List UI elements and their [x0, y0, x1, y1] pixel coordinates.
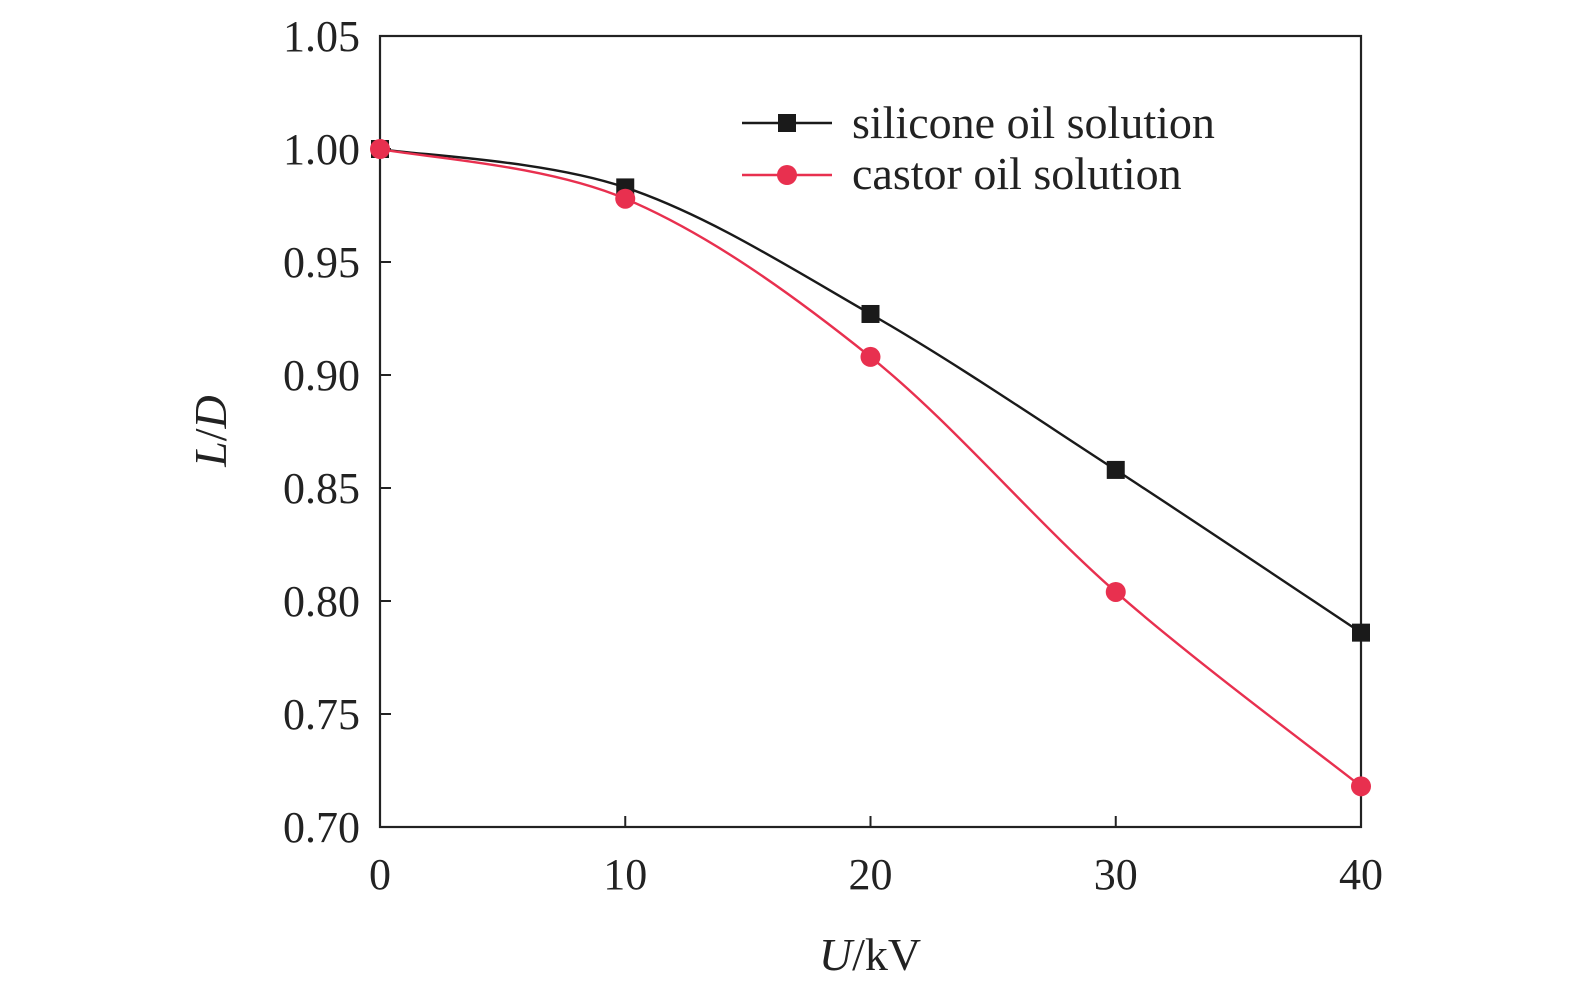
data-point-silicone — [861, 304, 880, 323]
legend: silicone oil solution castor oil solutio… — [742, 97, 1215, 199]
legend-label-silicone: silicone oil solution — [852, 97, 1215, 148]
series-silicone — [371, 140, 1370, 642]
x-tick-label: 30 — [1094, 850, 1138, 899]
y-tick-label: 0.90 — [283, 351, 360, 400]
data-point-silicone — [1106, 460, 1125, 479]
legend-marker-silicone — [778, 114, 796, 132]
y-axis-label: L/D — [185, 395, 236, 468]
x-tick-label: 0 — [369, 850, 391, 899]
data-point-castor — [860, 346, 881, 367]
legend-marker-castor — [777, 165, 797, 185]
y-axis-separator: / — [185, 428, 236, 441]
data-point-castor — [370, 139, 390, 159]
y-axis-denominator: D — [185, 395, 236, 429]
y-tick-label: 1.00 — [283, 125, 360, 174]
legend-item-castor: castor oil solution — [742, 148, 1182, 199]
y-axis-ticks: 0.70 0.75 0.80 0.85 0.90 0.95 1.00 1.05 — [283, 12, 391, 852]
y-tick-label: 0.70 — [283, 803, 360, 852]
x-tick-label: 10 — [603, 850, 647, 899]
legend-label-castor: castor oil solution — [852, 148, 1182, 199]
data-point-castor — [1351, 776, 1371, 797]
y-tick-label: 0.85 — [283, 464, 360, 513]
x-tick-label: 20 — [849, 850, 893, 899]
x-axis-label: U/kV — [819, 929, 921, 980]
series-layer — [370, 139, 1371, 797]
data-point-castor — [1105, 581, 1126, 602]
y-tick-label: 0.75 — [283, 690, 360, 739]
x-axis-variable: U — [819, 929, 855, 980]
data-point-silicone — [1352, 623, 1370, 642]
x-axis-unit: /kV — [852, 929, 921, 980]
legend-item-silicone: silicone oil solution — [742, 97, 1215, 148]
data-point-castor — [615, 188, 636, 209]
series-line-silicone — [379, 147, 1362, 634]
series-castor — [370, 139, 1371, 797]
y-tick-label: 0.80 — [283, 577, 360, 626]
y-axis-numerator: L — [185, 441, 236, 468]
y-tick-label: 0.95 — [283, 238, 360, 287]
series-line-castor — [379, 147, 1362, 788]
x-axis-ticks: 0 10 20 30 40 — [369, 816, 1383, 899]
y-tick-label: 1.05 — [283, 12, 360, 61]
x-tick-label: 40 — [1339, 850, 1383, 899]
